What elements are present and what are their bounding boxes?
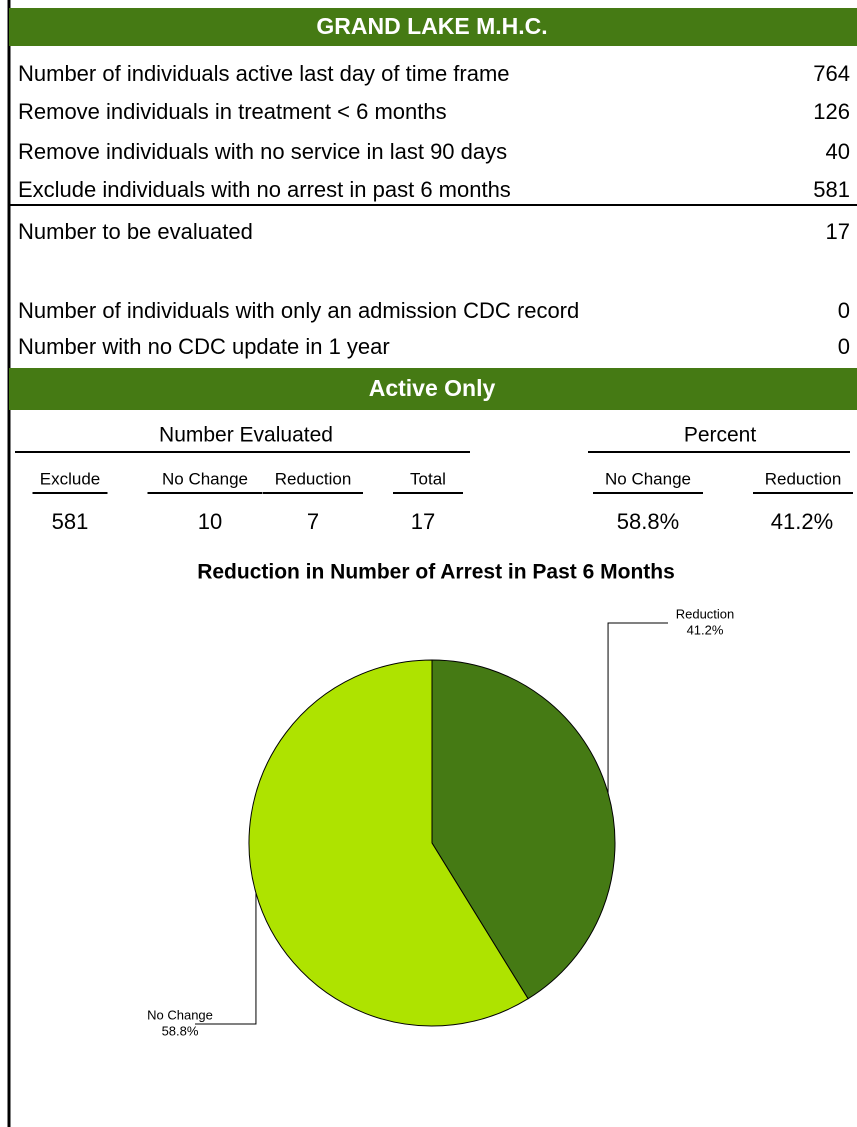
slice-label: Reduction [676, 606, 735, 621]
column-header: No Change [162, 469, 248, 488]
leader-line [195, 892, 257, 1025]
row-label: Remove individuals in treatment < 6 mont… [18, 99, 447, 124]
row-value: 581 [813, 177, 850, 202]
slice-label: No Change [147, 1007, 213, 1022]
column-header: Reduction [765, 469, 842, 488]
chart-title: Reduction in Number of Arrest in Past 6 … [197, 561, 675, 584]
header-bar [9, 8, 857, 46]
row-label: Number of individuals with only an admis… [18, 298, 579, 323]
header-title: GRAND LAKE M.H.C. [316, 13, 547, 39]
cell-value: 17 [411, 509, 435, 534]
row-label: Number of individuals active last day of… [18, 61, 510, 86]
row-value: 764 [813, 61, 850, 86]
row-label: Number with no CDC update in 1 year [18, 334, 390, 359]
row-value: 40 [826, 139, 850, 164]
leader-line [607, 622, 668, 794]
row-value: 126 [813, 99, 850, 124]
row-value: 0 [838, 334, 850, 359]
row-label: Number to be evaluated [18, 219, 253, 244]
slice-value: 41.2% [687, 622, 724, 637]
cell-value: 7 [307, 509, 319, 534]
column-header: No Change [605, 469, 691, 488]
slice-value: 58.8% [162, 1023, 199, 1038]
cell-value: 58.8% [617, 509, 679, 534]
group-label: Percent [684, 424, 757, 447]
cell-value: 41.2% [771, 509, 833, 534]
column-header: Reduction [275, 469, 352, 488]
cell-value: 10 [198, 509, 222, 534]
group-label: Number Evaluated [159, 424, 333, 447]
pie-slice [431, 659, 616, 1000]
section-title: Active Only [369, 375, 496, 401]
column-header: Exclude [40, 469, 100, 488]
cell-value: 581 [52, 509, 89, 534]
row-value: 17 [826, 219, 850, 244]
column-header: Total [410, 469, 446, 488]
row-label: Remove individuals with no service in la… [18, 139, 507, 164]
section-bar [9, 368, 857, 410]
row-value: 0 [838, 298, 850, 323]
row-label: Exclude individuals with no arrest in pa… [18, 177, 511, 202]
